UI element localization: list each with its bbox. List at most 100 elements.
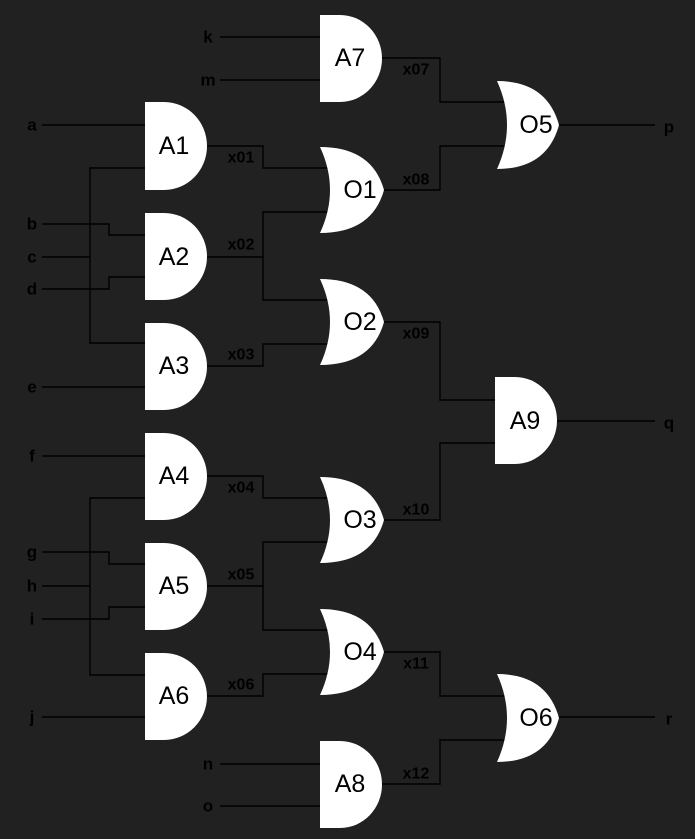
wire-bus-fghij [89, 497, 145, 676]
gate-label-o6: O6 [519, 704, 552, 732]
gate-label-a3: A3 [159, 352, 190, 380]
output-labels: p q r [664, 118, 674, 729]
gate-a5: A5 [145, 543, 207, 630]
and-gate-shape [145, 543, 207, 630]
input-label-h: h [27, 577, 37, 596]
wire-label-x06: x06 [228, 677, 255, 694]
and-gate-shape [145, 102, 207, 190]
gate-a9: A9 [495, 377, 557, 464]
gate-label-o1: O1 [343, 176, 376, 204]
wires [42, 36, 655, 807]
input-label-j: j [29, 708, 35, 727]
wire-x04 [207, 475, 328, 499]
wire-x01 [207, 145, 328, 169]
gate-a2: A2 [145, 213, 207, 300]
wire-label-x03: x03 [228, 347, 255, 364]
gate-a6: A6 [145, 653, 207, 740]
wire-x03 [207, 343, 328, 367]
wire-label-x11: x11 [403, 656, 429, 673]
gate-o4: O4 [320, 609, 384, 695]
or-gate-shape [320, 477, 384, 563]
input-label-n: n [203, 755, 213, 774]
wire-label-x08: x08 [403, 172, 430, 189]
gate-label-a1: A1 [159, 132, 190, 160]
gate-label-a5: A5 [159, 572, 190, 600]
or-gate-shape [320, 147, 384, 233]
gate-a7: A7 [320, 15, 383, 102]
gate-label-o4: O4 [343, 638, 376, 666]
wire-x08 [382, 145, 505, 191]
input-label-g: g [27, 543, 37, 562]
gate-label-a7: A7 [335, 44, 366, 72]
gates: A1 A2 A3 A4 A5 A6 A7 A8 [145, 15, 559, 828]
and-gate-shape [320, 741, 383, 828]
gate-a4: A4 [145, 433, 207, 520]
input-label-k: k [203, 28, 213, 47]
wire-label-x09: x09 [403, 326, 430, 343]
input-label-e: e [27, 378, 36, 397]
wire-label-x12: x12 [403, 766, 430, 783]
wire-x02-branch [262, 257, 328, 301]
output-label-r: r [666, 710, 673, 729]
wire-x12 [382, 739, 505, 785]
or-gate-shape [320, 279, 384, 365]
input-labels: a b c d e f g h i j k m n o [27, 28, 216, 816]
gate-label-a9: A9 [510, 407, 541, 435]
wire-x05 [207, 541, 328, 587]
and-gate-shape [145, 323, 207, 410]
wire-x09 [382, 321, 495, 401]
gate-o3: O3 [320, 477, 384, 563]
input-label-a: a [27, 116, 37, 135]
wire-i [42, 606, 145, 620]
wire-bus-abcde [89, 167, 145, 344]
gate-label-o2: O2 [343, 308, 376, 336]
wire-labels: x01 x02 x03 x04 x05 x06 x07 x08 x09 x10 … [228, 62, 430, 783]
gate-o2: O2 [320, 279, 384, 365]
gate-o5: O5 [497, 81, 559, 169]
or-gate-shape [497, 81, 559, 169]
input-label-d: d [27, 280, 37, 299]
gate-label-a2: A2 [159, 243, 190, 271]
input-label-m: m [200, 71, 215, 90]
and-gate-shape [320, 15, 383, 102]
wire-x07 [382, 57, 505, 103]
wire-label-x10: x10 [403, 502, 430, 519]
gate-o1: O1 [320, 147, 384, 233]
wire-d [42, 276, 145, 290]
and-gate-shape [145, 433, 207, 520]
wire-x05-branch [262, 586, 328, 631]
gate-a1: A1 [145, 102, 207, 190]
gate-label-o3: O3 [343, 506, 376, 534]
input-label-b: b [27, 215, 37, 234]
wire-label-x04: x04 [228, 480, 255, 497]
input-label-o: o [203, 797, 213, 816]
gate-a3: A3 [145, 323, 207, 410]
input-label-f: f [29, 447, 35, 466]
input-label-c: c [27, 248, 36, 267]
gate-label-o5: O5 [519, 111, 552, 139]
input-label-i: i [30, 610, 35, 629]
gate-label-a8: A8 [335, 770, 366, 798]
or-gate-shape [497, 674, 559, 762]
wire-label-x07: x07 [403, 62, 430, 79]
wire-x11 [382, 651, 505, 697]
wire-x02 [207, 211, 328, 258]
wire-x06 [207, 673, 328, 697]
and-gate-shape [145, 653, 207, 740]
wire-x10 [382, 442, 495, 521]
wire-g [42, 551, 145, 565]
or-gate-shape [320, 609, 384, 695]
and-gate-shape [145, 213, 207, 300]
wire-label-x01: x01 [228, 150, 255, 167]
gate-label-a6: A6 [159, 682, 190, 710]
wire-b [42, 223, 145, 236]
output-label-q: q [664, 414, 674, 433]
wire-label-x02: x02 [228, 237, 255, 254]
and-gate-shape [495, 377, 557, 464]
gate-o6: O6 [497, 674, 559, 762]
gate-label-a4: A4 [159, 462, 190, 490]
gate-a8: A8 [320, 741, 383, 828]
output-label-p: p [664, 118, 674, 137]
